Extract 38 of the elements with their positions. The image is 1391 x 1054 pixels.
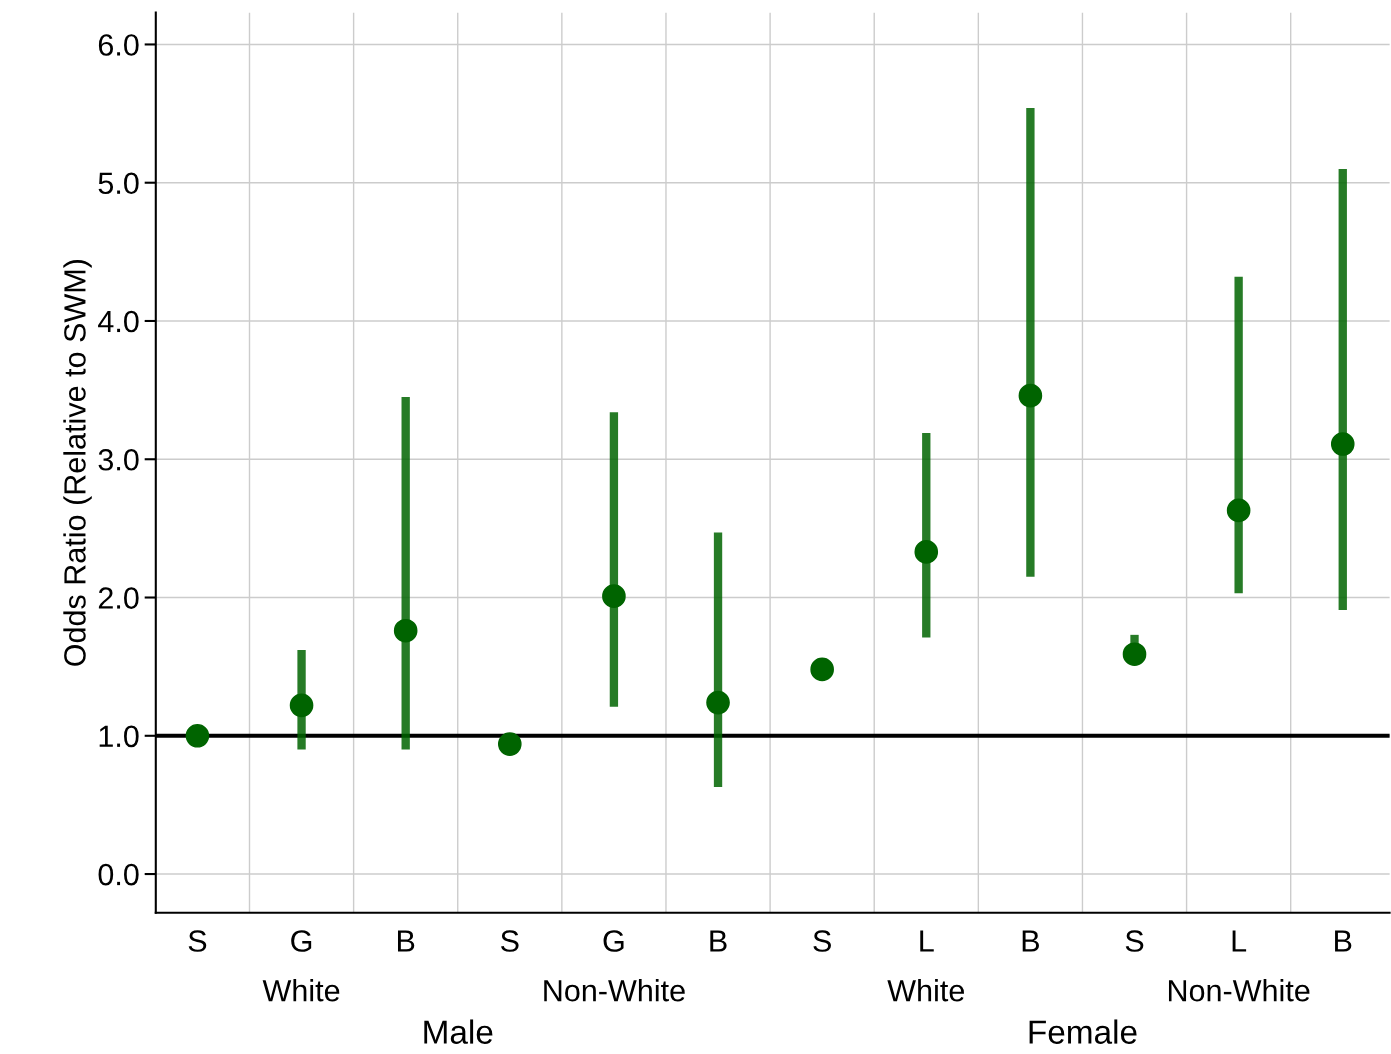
text: Male — [424, 1019, 493, 1044]
point — [185, 723, 210, 748]
y-tick-label: 6.0 — [98, 34, 139, 56]
point — [1330, 432, 1355, 456]
y-tick-label: 4.0 — [98, 310, 139, 333]
x-tick-label: G — [291, 930, 312, 952]
text: Non-White — [544, 979, 685, 1002]
y-tick-label: 2.0 — [98, 587, 139, 609]
y-tick-label: 3.0 — [98, 448, 139, 471]
point — [393, 618, 418, 643]
x-tick-label: G — [603, 930, 624, 952]
point — [1018, 383, 1043, 408]
x-tick-label: S — [501, 930, 519, 952]
point — [1122, 642, 1147, 667]
point — [810, 657, 834, 682]
text: White — [887, 979, 964, 1002]
x-tick-label: S — [1125, 930, 1144, 952]
x-tick-label: S — [188, 930, 207, 952]
y-axis-title: Odds Ratio (Relative to SWM) — [63, 259, 92, 666]
point — [497, 732, 522, 756]
x-tick-label: B — [710, 930, 727, 952]
x-tick-label: B — [1335, 930, 1352, 952]
y-tick-label: 0.0 — [98, 863, 139, 886]
point — [602, 584, 626, 608]
y-tick-label: 5.0 — [98, 172, 139, 195]
text: White — [262, 979, 340, 1002]
text: Female — [1029, 1019, 1137, 1044]
point — [1226, 498, 1251, 523]
point — [914, 540, 939, 564]
point — [289, 693, 314, 718]
point — [706, 690, 730, 715]
x-tick-label: B — [397, 930, 415, 952]
x-tick-label: L — [1232, 930, 1247, 952]
x-tick-label: B — [1022, 930, 1039, 952]
x-tick-label: S — [813, 930, 831, 952]
x-tick-label: L — [920, 930, 934, 952]
text: Non-White — [1168, 979, 1310, 1002]
y-tick-label: 1.0 — [99, 725, 139, 748]
